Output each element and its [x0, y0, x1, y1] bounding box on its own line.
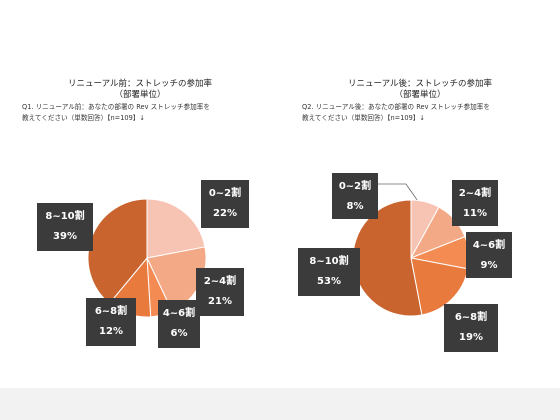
- slice-percent-label: 8%: [346, 201, 364, 212]
- question-line-2: 教えてください（単数回答）【n=109】↓: [302, 114, 425, 122]
- question-line-2: 教えてください（単数回答）【n=109】↓: [22, 114, 145, 122]
- slice-category-label: 8~10割: [309, 256, 349, 267]
- slice-category-label: 8~10割: [45, 211, 85, 222]
- slice-label: 0~2割 22%: [201, 180, 249, 228]
- slice-percent-label: 19%: [459, 332, 483, 343]
- slice-category-label: 2~4割: [458, 188, 492, 199]
- slice-percent-label: 53%: [317, 276, 341, 287]
- pie-chart-after: [352, 183, 470, 317]
- slice-percent-label: 21%: [208, 296, 232, 307]
- pie-slice: [146, 198, 206, 259]
- slice-label: 2~4割 21%: [196, 268, 244, 316]
- slice-category-label: 4~6割: [162, 308, 196, 319]
- slice-percent-label: 9%: [480, 260, 498, 271]
- chart-title: リニューアル前：ストレッチの参加率: [67, 79, 213, 89]
- chart-before: リニューアル前：ストレッチの参加率 （部署単位） Q1. リニューアル前：あなた…: [0, 0, 280, 388]
- slice-category-label: 0~2割: [338, 181, 372, 192]
- chart-subtitle: （部署単位）: [114, 90, 166, 100]
- slice-label: 2~4割 11%: [452, 180, 498, 226]
- slice-label: 8~10割 53%: [298, 248, 360, 296]
- chart-title: リニューアル後：ストレッチの参加率: [347, 79, 493, 89]
- bottom-band: [0, 388, 560, 420]
- slice-label: 0~2割 8%: [332, 173, 378, 219]
- slice-category-label: 0~2割: [208, 188, 242, 199]
- slice-category-label: 4~6割: [472, 240, 506, 251]
- slice-category-label: 2~4割: [203, 276, 237, 287]
- slice-label: 4~6割 6%: [158, 300, 200, 348]
- slice-label: 8~10割 39%: [37, 203, 93, 251]
- chart-subtitle: （部署単位）: [394, 90, 446, 100]
- question-line-1: Q1. リニューアル前：あなたの部署の Rev ストレッチ参加率を: [22, 103, 210, 111]
- slice-label: 6~8割 12%: [86, 298, 136, 346]
- slice-percent-label: 11%: [463, 208, 487, 219]
- leader-line: [378, 183, 423, 208]
- slice-category-label: 6~8割: [94, 306, 128, 317]
- slice-percent-label: 22%: [213, 208, 237, 219]
- slice-label: 4~6割 9%: [466, 232, 512, 278]
- slice-percent-label: 6%: [170, 328, 188, 339]
- slice-percent-label: 12%: [99, 326, 123, 337]
- slice-label: 6~8割 19%: [444, 304, 498, 352]
- slice-percent-label: 39%: [53, 231, 77, 242]
- chart-after: リニューアル後：ストレッチの参加率 （部署単位） Q2. リニューアル後：あなた…: [280, 0, 560, 388]
- question-line-1: Q2. リニューアル後：あなたの部署の Rev ストレッチ参加率を: [302, 103, 490, 111]
- slice-category-label: 6~8割: [454, 312, 488, 323]
